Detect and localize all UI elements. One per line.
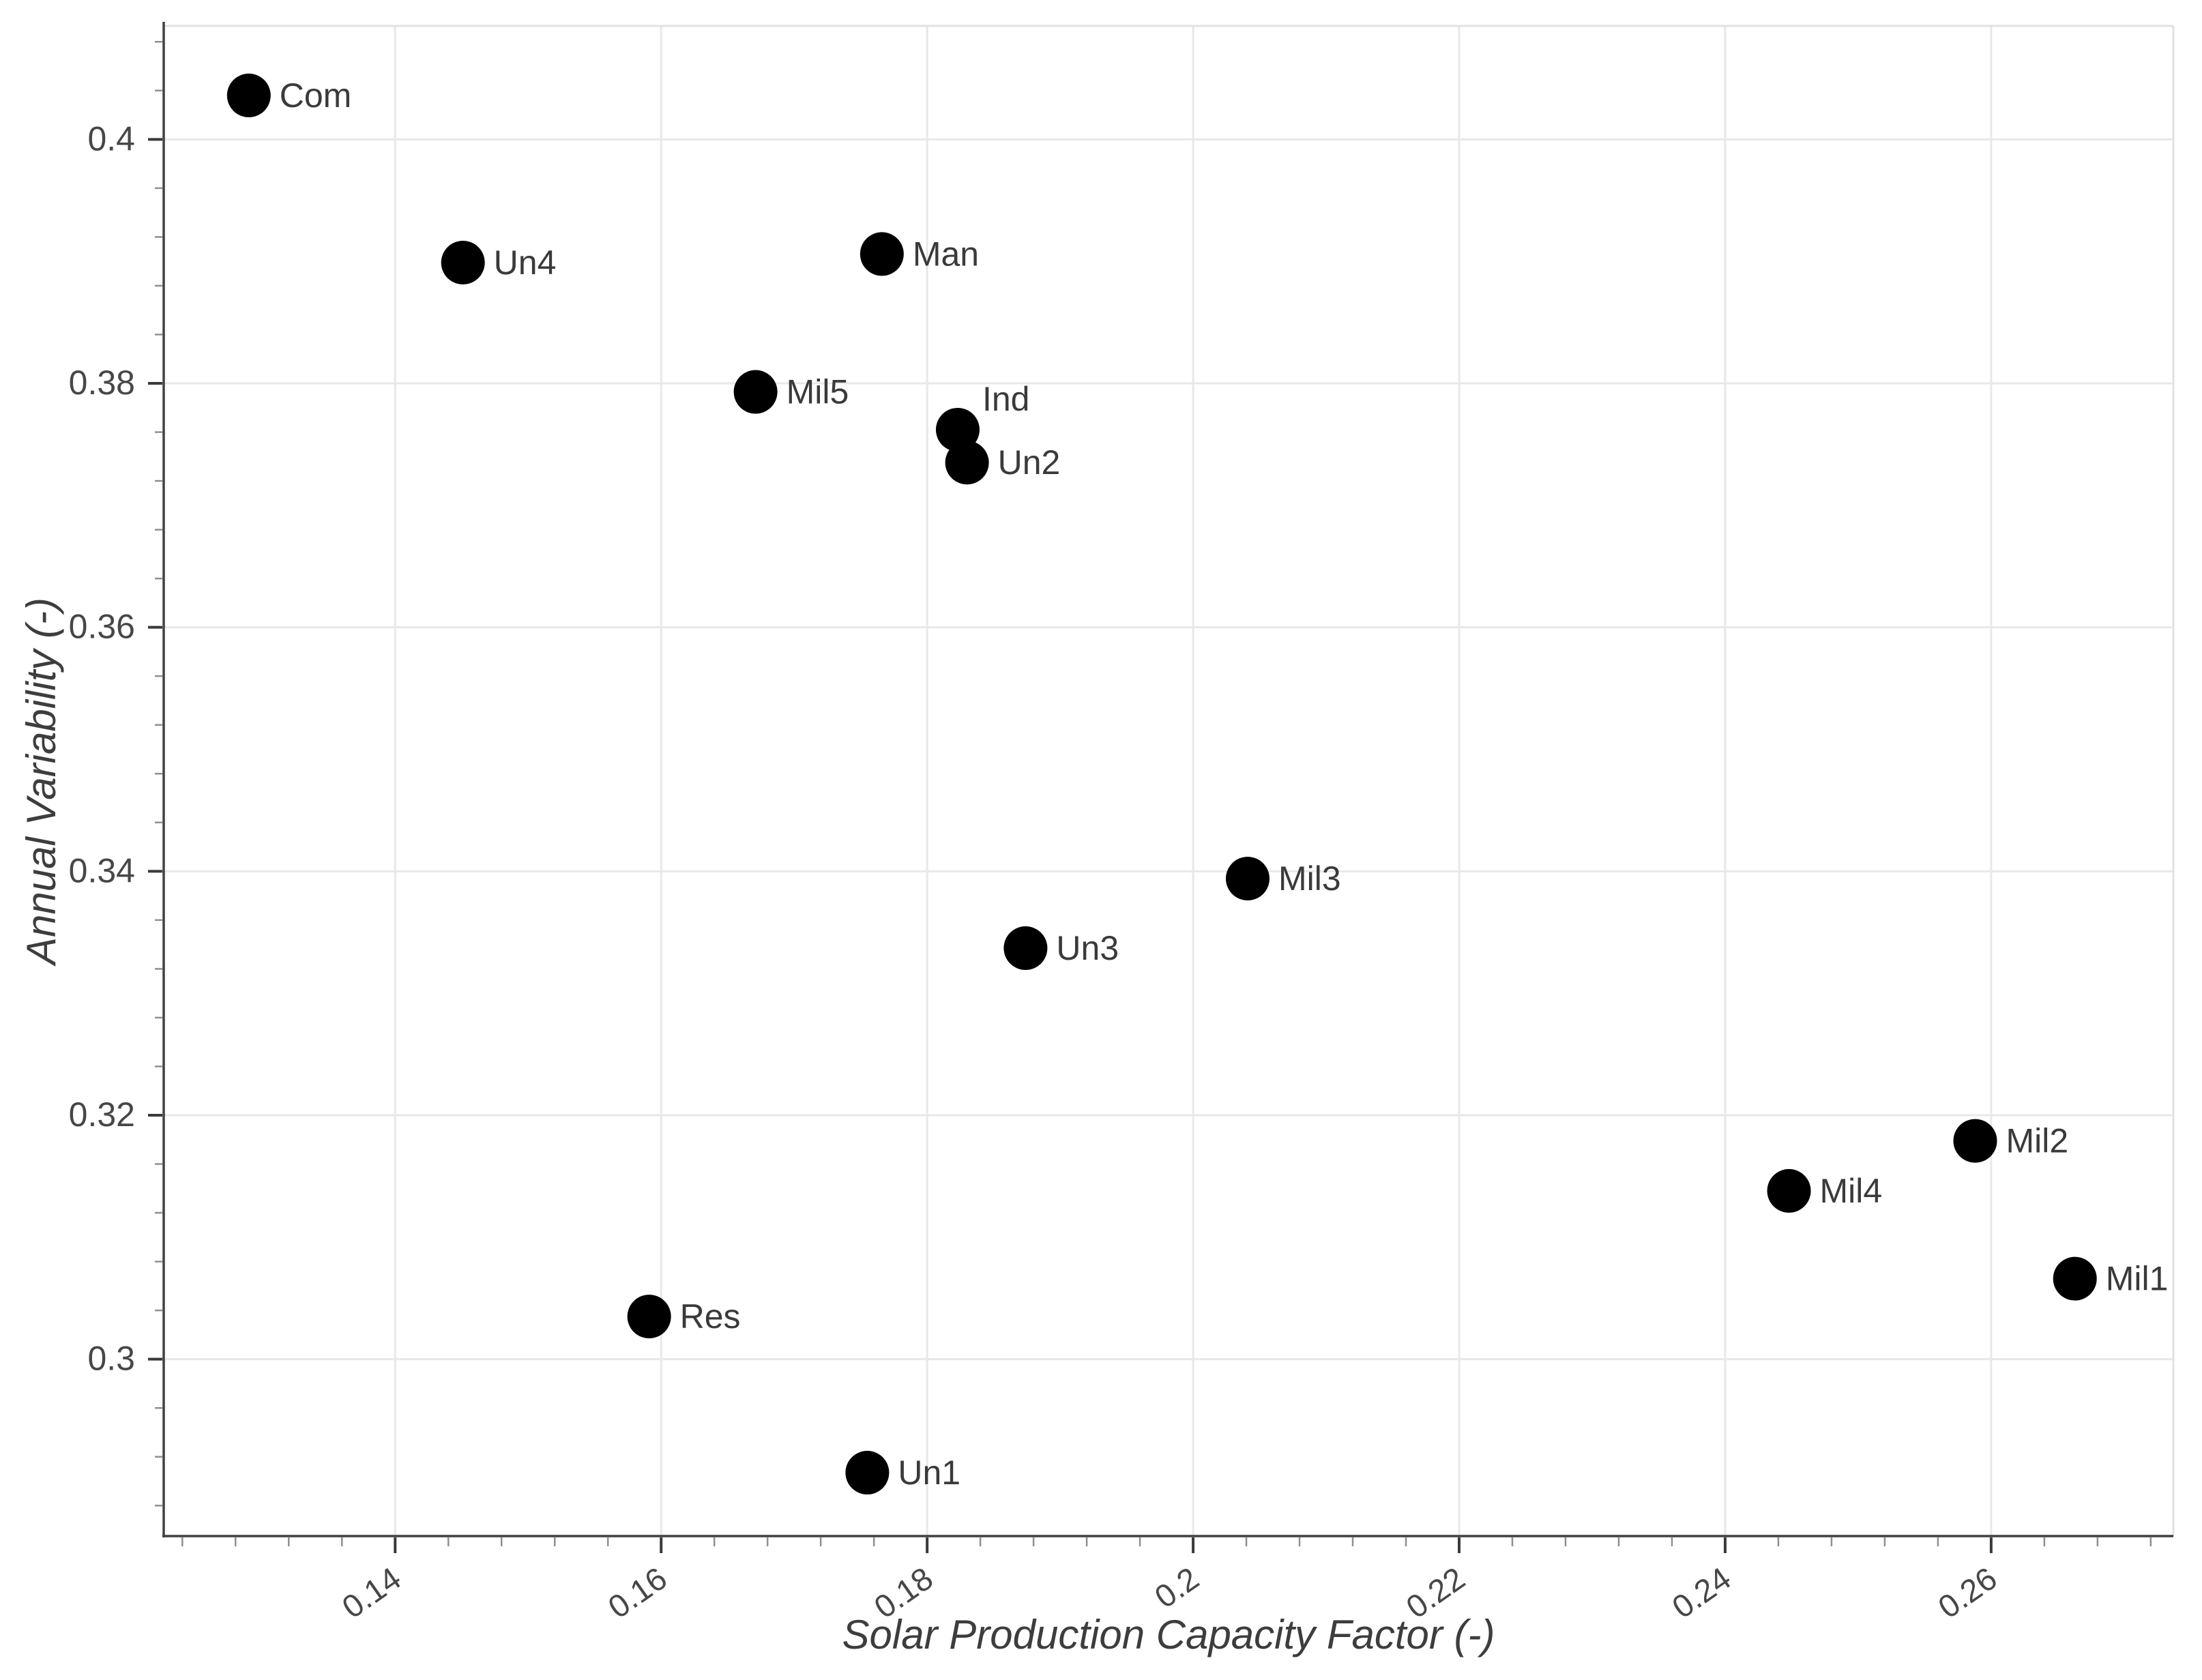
data-point-mil5 [733,370,778,414]
point-label-mil1: Mil1 [2106,1260,2169,1298]
y-tick-label: 0.4 [87,119,135,158]
data-point-un2 [945,441,989,485]
point-label-un3: Un3 [1056,929,1119,967]
y-tick-label: 0.34 [69,851,135,889]
data-point-un4 [441,240,485,284]
point-label-mil4: Mil4 [1820,1172,1883,1210]
data-point-ind [935,407,980,452]
point-label-res: Res [680,1297,741,1336]
data-point-mil1 [2053,1256,2097,1301]
x-axis-title: Solar Production Capacity Factor (-) [842,1612,1495,1657]
data-point-mil2 [1953,1119,1997,1163]
point-label-mil3: Mil3 [1278,859,1341,898]
data-point-un1 [845,1451,890,1495]
point-label-mil5: Mil5 [787,373,849,411]
point-label-man: Man [913,235,979,273]
y-tick-label: 0.36 [69,608,135,646]
y-tick-label: 0.32 [69,1095,135,1134]
data-point-un3 [1003,926,1048,971]
x-tick-label: 0.2 [1148,1560,1205,1615]
point-label-com: Com [280,76,352,115]
data-point-mil3 [1226,857,1270,901]
point-label-ind: Ind [982,380,1030,418]
data-point-com [226,73,271,117]
data-point-man [860,232,904,276]
data-point-res [627,1295,671,1339]
y-axis-title: Annual Variability (-) [18,598,64,964]
point-label-un1: Un1 [898,1454,960,1492]
y-tick-label: 0.3 [87,1340,135,1378]
point-label-un4: Un4 [494,244,557,282]
data-point-mil4 [1767,1168,1811,1213]
point-label-un2: Un2 [998,443,1061,482]
point-label-mil2: Mil2 [2006,1122,2068,1160]
y-tick-label: 0.38 [69,364,135,402]
